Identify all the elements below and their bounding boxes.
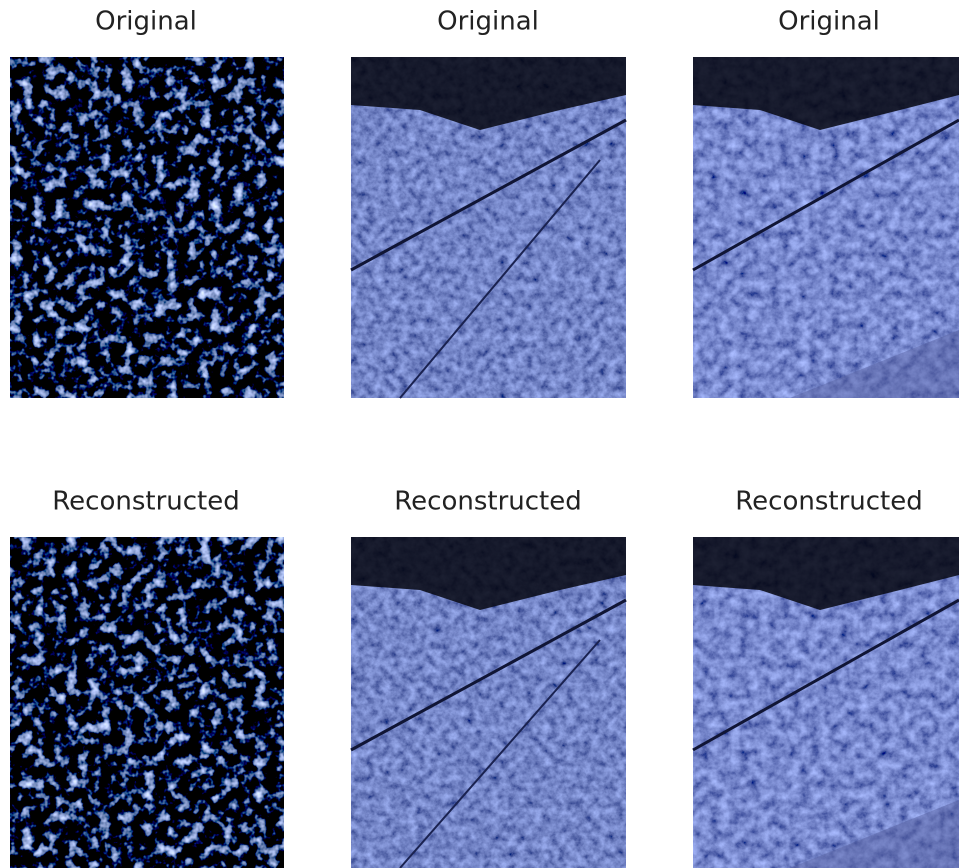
image-reconstructed-3: [693, 537, 959, 868]
image-original-2: [351, 57, 626, 398]
panel-title: Original: [437, 7, 539, 37]
figure: Original Original Original Reconstructed…: [0, 0, 959, 868]
panel-title: Reconstructed: [394, 487, 581, 517]
image-reconstructed-2: [351, 537, 626, 868]
image-reconstructed-1: [10, 537, 284, 868]
panel-title: Reconstructed: [52, 487, 239, 517]
panel-title: Reconstructed: [735, 487, 922, 517]
image-original-3: [693, 57, 959, 398]
panel-title: Original: [95, 7, 197, 37]
panel-title: Original: [778, 7, 880, 37]
page: Original Original Original Reconstructed…: [0, 0, 959, 868]
image-original-1: [10, 57, 284, 398]
